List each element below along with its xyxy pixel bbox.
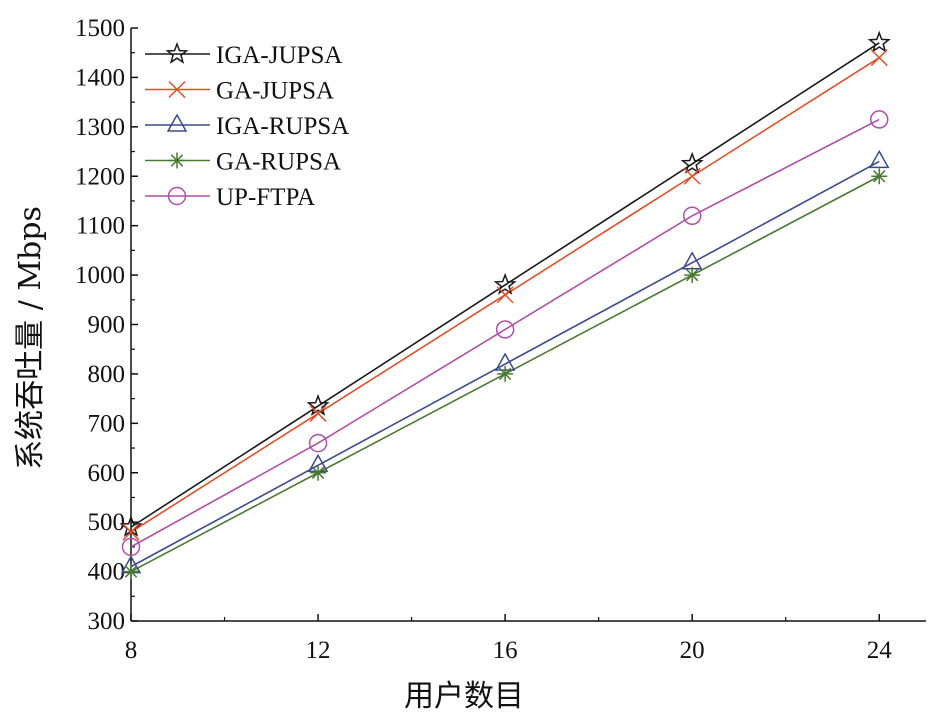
y-tick-label: 600 <box>88 460 126 487</box>
series-line <box>130 42 880 528</box>
circle-marker <box>869 110 889 129</box>
legend: IGA-JUPSA GA-JUPSA IGA-RUPSA GA-RUPSA UP-FTP… <box>145 41 349 211</box>
y-tick-label: 1300 <box>75 114 125 141</box>
asterisk-marker <box>310 464 327 481</box>
y-tick-label: 1500 <box>75 15 125 42</box>
y-axis-ticks: 300 400 500 600 700 800 900 1000 1100 1200 1300 140… <box>75 15 138 635</box>
legend-label: IGA-JUPSA <box>216 42 342 69</box>
star-marker <box>306 393 330 416</box>
circle-marker <box>495 320 515 339</box>
circle-marker <box>121 537 141 557</box>
y-tick-label: 1400 <box>75 64 125 91</box>
y-tick-label: 400 <box>88 559 126 586</box>
x-marker <box>168 80 186 99</box>
y-tick-label: 500 <box>88 509 126 536</box>
x-tick-label: 16 <box>493 637 518 664</box>
x-tick-label: 12 <box>306 637 331 664</box>
series-markers <box>119 30 891 580</box>
x-tick-label: 24 <box>867 637 893 664</box>
asterisk-marker <box>497 365 514 382</box>
star-marker <box>165 41 189 64</box>
y-tick-label: 1200 <box>75 163 125 190</box>
series-line <box>130 118 880 548</box>
x-marker <box>870 49 888 67</box>
circle-marker <box>167 186 187 206</box>
legend-label: GA-JUPSA <box>216 78 334 105</box>
x-marker <box>496 286 514 304</box>
x-tick-label: 8 <box>125 637 138 664</box>
x-tick-label: 20 <box>680 637 705 664</box>
y-axis-title: 系统吞吐量 / Mbps <box>13 206 48 470</box>
star-marker <box>680 151 704 174</box>
circle-marker <box>682 206 702 226</box>
asterisk-marker <box>684 267 701 284</box>
asterisk-marker <box>123 563 139 580</box>
y-tick-label: 1000 <box>75 262 125 289</box>
star-marker <box>493 272 517 295</box>
series-line <box>130 160 880 568</box>
star-marker <box>867 30 891 53</box>
y-tick-label: 300 <box>88 608 126 635</box>
x-marker <box>309 404 327 422</box>
y-tick-label: 900 <box>88 312 126 339</box>
circle-marker <box>308 433 328 453</box>
x-marker <box>683 167 701 185</box>
x-axis-title: 用户数目 <box>404 679 524 714</box>
x-marker <box>122 523 140 541</box>
legend-label: IGA-RUPSA <box>216 113 349 140</box>
y-tick-label: 800 <box>88 361 126 388</box>
y-tick-label: 1100 <box>76 213 125 240</box>
legend-label: UP-FTPA <box>216 184 315 211</box>
legend-label: GA-RUPSA <box>216 149 341 176</box>
triangle-marker <box>868 149 890 169</box>
asterisk-marker <box>169 152 185 169</box>
y-tick-label: 700 <box>88 410 126 437</box>
x-axis-ticks: 8 12 16 20 24 <box>125 614 892 664</box>
asterisk-marker <box>871 168 888 185</box>
triangle-marker <box>166 113 188 132</box>
